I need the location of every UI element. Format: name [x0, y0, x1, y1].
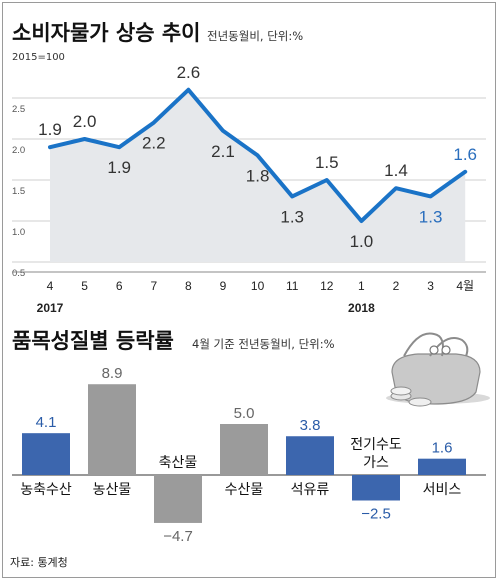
data-label: 2.6	[177, 63, 201, 82]
data-label: 1.3	[280, 207, 304, 226]
data-point	[186, 88, 190, 92]
bar-chart: 4.1 농축수산 8.9 농산물 −4.7 축산물 5.0 수산물 3.8 석유류 −2.5 전기수도…	[12, 365, 486, 545]
bar-category-label: 농축수산	[20, 482, 72, 498]
data-point	[394, 186, 398, 190]
y-tick-label: 1.0	[12, 227, 25, 238]
bar-category-label: 전기수도	[350, 437, 402, 453]
data-point	[83, 137, 87, 141]
x-tick-label: 4월	[456, 279, 474, 293]
x-tick-label: 2	[393, 279, 400, 293]
data-point	[48, 145, 52, 149]
x-tick-label: 4	[47, 279, 54, 293]
data-point	[325, 178, 329, 182]
bar-chart-title: 품목성질별 등락률	[12, 329, 174, 353]
bar-chart-subtitle: 4월 기준 전년동월비, 단위:%	[192, 337, 335, 351]
bar-value-label: −2.5	[361, 506, 391, 523]
data-label: 1.9	[38, 120, 62, 139]
data-point	[221, 129, 225, 133]
y-tick-label: 2.5	[12, 104, 25, 115]
bar	[154, 475, 202, 523]
x-tick-label: 8	[185, 279, 192, 293]
x-tick-label: 7	[150, 279, 157, 293]
data-point	[290, 194, 294, 198]
line-chart-subtitle: 전년동월비, 단위:%	[207, 29, 303, 43]
bar-value-label: 1.6	[432, 440, 453, 457]
data-label: 1.8	[246, 166, 270, 185]
data-label: 2.1	[211, 142, 235, 161]
data-point	[429, 194, 433, 198]
bar-category-label: 수산물	[225, 482, 264, 498]
y-tick-label: 2.0	[12, 145, 25, 156]
bar-category-label: 농산물	[93, 482, 132, 498]
bar	[418, 458, 466, 475]
source-note: 자료: 통계청	[10, 556, 68, 569]
year-label: 2018	[348, 301, 375, 315]
data-label: 1.9	[107, 158, 131, 177]
data-point	[463, 170, 467, 174]
y-tick-label: 0.5	[12, 268, 25, 279]
bar-category-label: 서비스	[423, 482, 462, 498]
x-tick-label: 1	[358, 279, 365, 293]
data-point	[256, 153, 260, 157]
bar	[286, 436, 334, 475]
x-tick-label: 10	[251, 279, 265, 293]
x-tick-label: 6	[116, 279, 123, 293]
area-fill	[50, 89, 466, 262]
data-label: 1.3	[419, 207, 443, 226]
bar	[352, 475, 400, 501]
x-tick-label: 11	[286, 279, 299, 293]
bar	[220, 424, 268, 475]
line-chart-title: 소비자물가 상승 추이	[12, 21, 201, 45]
x-tick-label: 3	[427, 279, 434, 293]
x-tick-label: 9	[220, 279, 227, 293]
data-label: 1.4	[384, 161, 408, 180]
bar-category-label: 가스	[363, 455, 389, 471]
bar	[88, 384, 136, 475]
data-label: 2.2	[142, 134, 166, 153]
data-point	[152, 121, 156, 125]
year-label: 2017	[37, 301, 64, 315]
data-label: 1.6	[453, 145, 477, 164]
x-tick-label: 12	[320, 279, 334, 293]
bar-value-label: 8.9	[102, 365, 123, 382]
bar-value-label: −4.7	[163, 528, 193, 545]
base-year-note: 2015=100	[12, 52, 65, 63]
data-label: 2.0	[73, 112, 97, 131]
data-label: 1.5	[315, 153, 339, 172]
bar-value-label: 3.8	[300, 417, 321, 434]
data-label: 1.0	[350, 232, 374, 251]
line-chart: 0.5 1.0 1.5 2.0 2.5 1.9 2.0 1.9 2.2 2.6 2.1 1.8 1.3 1…	[12, 63, 486, 315]
purse-illustration	[386, 332, 490, 407]
bar-value-label: 4.1	[36, 414, 57, 431]
data-point	[359, 219, 363, 223]
bar-category-label: 축산물	[159, 455, 198, 471]
data-point	[117, 145, 121, 149]
y-tick-label: 1.5	[12, 186, 25, 197]
x-tick-label: 5	[81, 279, 88, 293]
bar	[22, 433, 70, 475]
bar-value-label: 5.0	[234, 405, 255, 422]
bar-category-label: 석유류	[291, 482, 330, 498]
